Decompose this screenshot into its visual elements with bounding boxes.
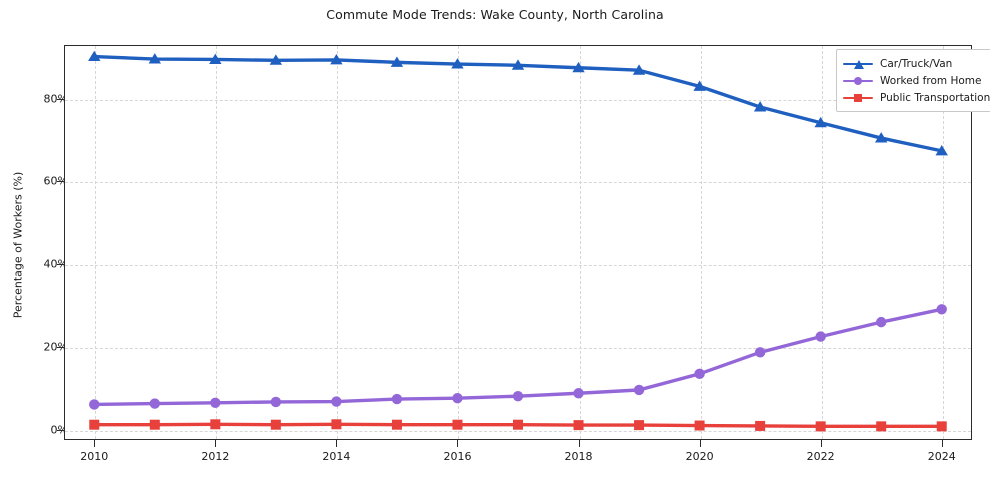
x-tick-label: 2010 (80, 450, 109, 463)
gridline-vertical (458, 46, 460, 439)
legend-triangle-icon (854, 59, 864, 69)
legend-item[interactable]: Worked from Home (843, 72, 990, 89)
legend-item[interactable]: Car/Truck/Van (843, 55, 990, 72)
x-tick-mark (215, 440, 217, 447)
legend-circle-icon (854, 77, 862, 85)
x-tick-label: 2014 (322, 450, 351, 463)
legend-swatch (843, 57, 873, 71)
x-tick-mark (941, 440, 943, 447)
x-tick-mark (457, 440, 459, 447)
chart-legend: Car/Truck/Van Worked from Home Public Tran… (836, 49, 990, 112)
gridline-vertical (95, 46, 97, 439)
gridline-vertical (942, 46, 944, 439)
y-tick-label: 40% (43, 257, 68, 271)
x-tick-mark (820, 440, 822, 447)
gridline-horizontal (65, 182, 971, 184)
x-tick-label: 2020 (685, 450, 714, 463)
gridline-horizontal (65, 347, 971, 349)
x-tick-label: 2016 (443, 450, 472, 463)
legend-label: Worked from Home (880, 74, 982, 87)
y-tick-label: 60% (43, 174, 68, 188)
y-tick-mark (57, 264, 64, 266)
x-tick-label: 2024 (927, 450, 956, 463)
x-tick-label: 2018 (564, 450, 593, 463)
y-tick-mark (57, 429, 64, 431)
x-tick-label: 2022 (806, 450, 835, 463)
y-tick-mark (57, 346, 64, 348)
gridline-vertical (216, 46, 218, 439)
legend-label: Car/Truck/Van (880, 57, 953, 70)
legend-swatch (843, 91, 873, 105)
x-tick-mark (699, 440, 701, 447)
legend-square-icon (854, 94, 862, 102)
gridline-vertical (579, 46, 581, 439)
y-tick-label: 80% (43, 92, 68, 106)
chart-title: Commute Mode Trends: Wake County, North … (326, 7, 664, 22)
legend-item[interactable]: Public Transportation (843, 89, 990, 106)
x-tick-mark (94, 440, 96, 447)
y-tick-mark (57, 181, 64, 183)
x-tick-label: 2012 (201, 450, 230, 463)
gridline-vertical (337, 46, 339, 439)
legend-swatch (843, 74, 873, 88)
gridline-horizontal (65, 430, 971, 432)
legend-label: Public Transportation (880, 91, 990, 104)
gridline-vertical (821, 46, 823, 439)
y-tick-label: 20% (43, 340, 68, 354)
x-tick-mark (336, 440, 338, 447)
y-tick-mark (57, 98, 64, 100)
gridline-vertical (700, 46, 702, 439)
gridline-horizontal (65, 265, 971, 267)
x-tick-mark (578, 440, 580, 447)
